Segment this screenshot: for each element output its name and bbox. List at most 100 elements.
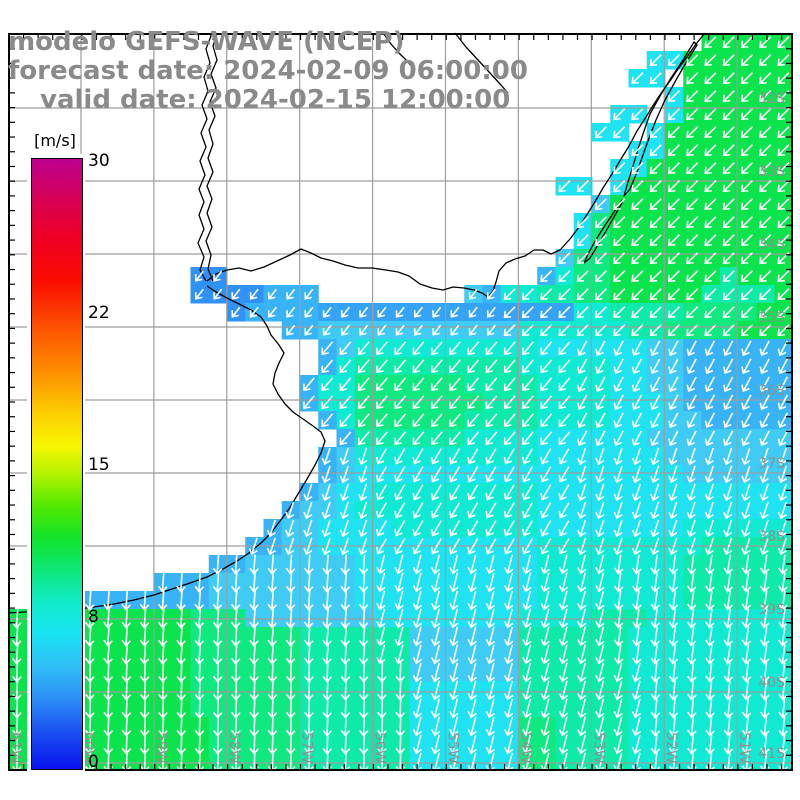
wind-arrow	[285, 590, 296, 611]
wind-arrow	[485, 502, 497, 519]
wind-arrow	[577, 519, 587, 538]
wind-arrow	[430, 431, 443, 446]
wind-arrow	[777, 519, 787, 538]
wind-arrow	[650, 447, 660, 466]
wind-arrow	[740, 36, 753, 49]
wind-arrow	[375, 538, 388, 555]
wind-arrow	[394, 608, 404, 629]
longitude-label: 53W	[590, 732, 606, 764]
wind-arrow	[358, 447, 368, 466]
wind-arrow	[595, 698, 605, 719]
wind-arrow	[577, 698, 587, 719]
wind-arrow	[631, 537, 641, 556]
wind-arrow	[157, 644, 168, 665]
wind-arrow	[704, 324, 717, 337]
wind-arrow	[759, 216, 772, 229]
wind-arrow	[740, 216, 753, 229]
wind-arrow	[576, 288, 589, 301]
wind-arrow	[375, 484, 388, 501]
wind-arrow	[467, 608, 477, 629]
wind-arrow	[667, 324, 680, 337]
wind-arrow	[376, 590, 386, 611]
wind-arrow	[340, 306, 350, 318]
wind-arrow	[322, 572, 332, 593]
wind-arrow	[430, 413, 443, 428]
wind-arrow	[558, 502, 570, 519]
wind-arrow	[467, 359, 480, 374]
wind-arrow	[759, 162, 772, 175]
wind-arrow	[558, 608, 569, 629]
wind-arrow	[358, 537, 368, 556]
wind-arrow	[595, 358, 606, 375]
wind-arrow	[649, 54, 662, 67]
wind-arrow	[394, 554, 404, 575]
wind-arrow	[723, 340, 734, 357]
wind-arrow	[778, 608, 788, 629]
wind-arrow	[595, 734, 605, 755]
wind-arrow	[759, 376, 770, 393]
wind-arrow	[667, 270, 680, 283]
wind-arrow	[778, 680, 788, 701]
wind-arrow	[340, 608, 351, 629]
wind-arrow	[594, 252, 607, 265]
wind-arrow	[777, 144, 790, 157]
wind-arrow	[687, 716, 697, 737]
wind-arrow	[103, 626, 113, 647]
wind-arrow	[431, 572, 441, 593]
wind-arrow	[12, 752, 22, 770]
wind-arrow	[577, 412, 588, 429]
wind-arrow	[448, 538, 461, 555]
wind-arrow	[778, 716, 788, 737]
wind-arrow	[759, 519, 769, 538]
wind-arrow	[686, 234, 699, 247]
wind-arrow	[558, 538, 570, 555]
wind-arrow	[705, 572, 715, 593]
wind-arrow	[577, 430, 588, 447]
wind-arrow	[503, 377, 516, 392]
wind-arrow	[777, 394, 789, 411]
wind-arrow	[558, 680, 569, 701]
wind-arrow	[759, 465, 769, 484]
wind-arrow	[668, 572, 679, 593]
wind-arrow	[522, 716, 532, 737]
wind-arrow	[723, 519, 733, 538]
wind-arrow	[613, 430, 624, 447]
wind-arrow	[11, 626, 22, 647]
wind-arrow	[686, 90, 699, 103]
wind-arrow	[595, 680, 605, 701]
wind-arrow	[668, 519, 678, 538]
wind-arrow	[777, 36, 790, 49]
wind-arrow	[449, 377, 461, 392]
wind-arrow	[723, 394, 734, 411]
longitude-label: 61W	[7, 732, 23, 764]
wind-arrow	[631, 412, 643, 429]
wind-arrow	[503, 288, 516, 301]
wind-arrow	[504, 734, 514, 755]
wind-arrow	[357, 395, 370, 410]
wind-arrow	[103, 644, 113, 665]
wind-arrow	[339, 377, 352, 392]
wind-arrow	[723, 716, 734, 737]
wind-arrow	[650, 537, 660, 556]
wind-arrow	[740, 162, 753, 175]
wind-arrow	[649, 306, 662, 319]
wind-arrow	[722, 270, 735, 283]
wind-arrow	[157, 608, 168, 629]
wind-arrow	[631, 72, 644, 85]
wind-arrow	[668, 537, 678, 556]
wind-arrow	[376, 413, 388, 428]
wind-arrow	[412, 484, 424, 501]
wind-arrow	[594, 198, 607, 211]
wind-arrow	[213, 270, 223, 282]
wind-arrow	[485, 466, 497, 483]
wind-arrow	[667, 216, 680, 229]
wind-arrow	[194, 608, 205, 629]
wind-arrow	[339, 483, 349, 502]
wind-arrow	[503, 502, 515, 519]
wind-arrow	[468, 288, 478, 300]
wind-arrow	[650, 644, 660, 665]
wind-arrow	[504, 626, 514, 647]
wind-arrow	[540, 554, 550, 575]
wind-arrow	[613, 376, 624, 393]
